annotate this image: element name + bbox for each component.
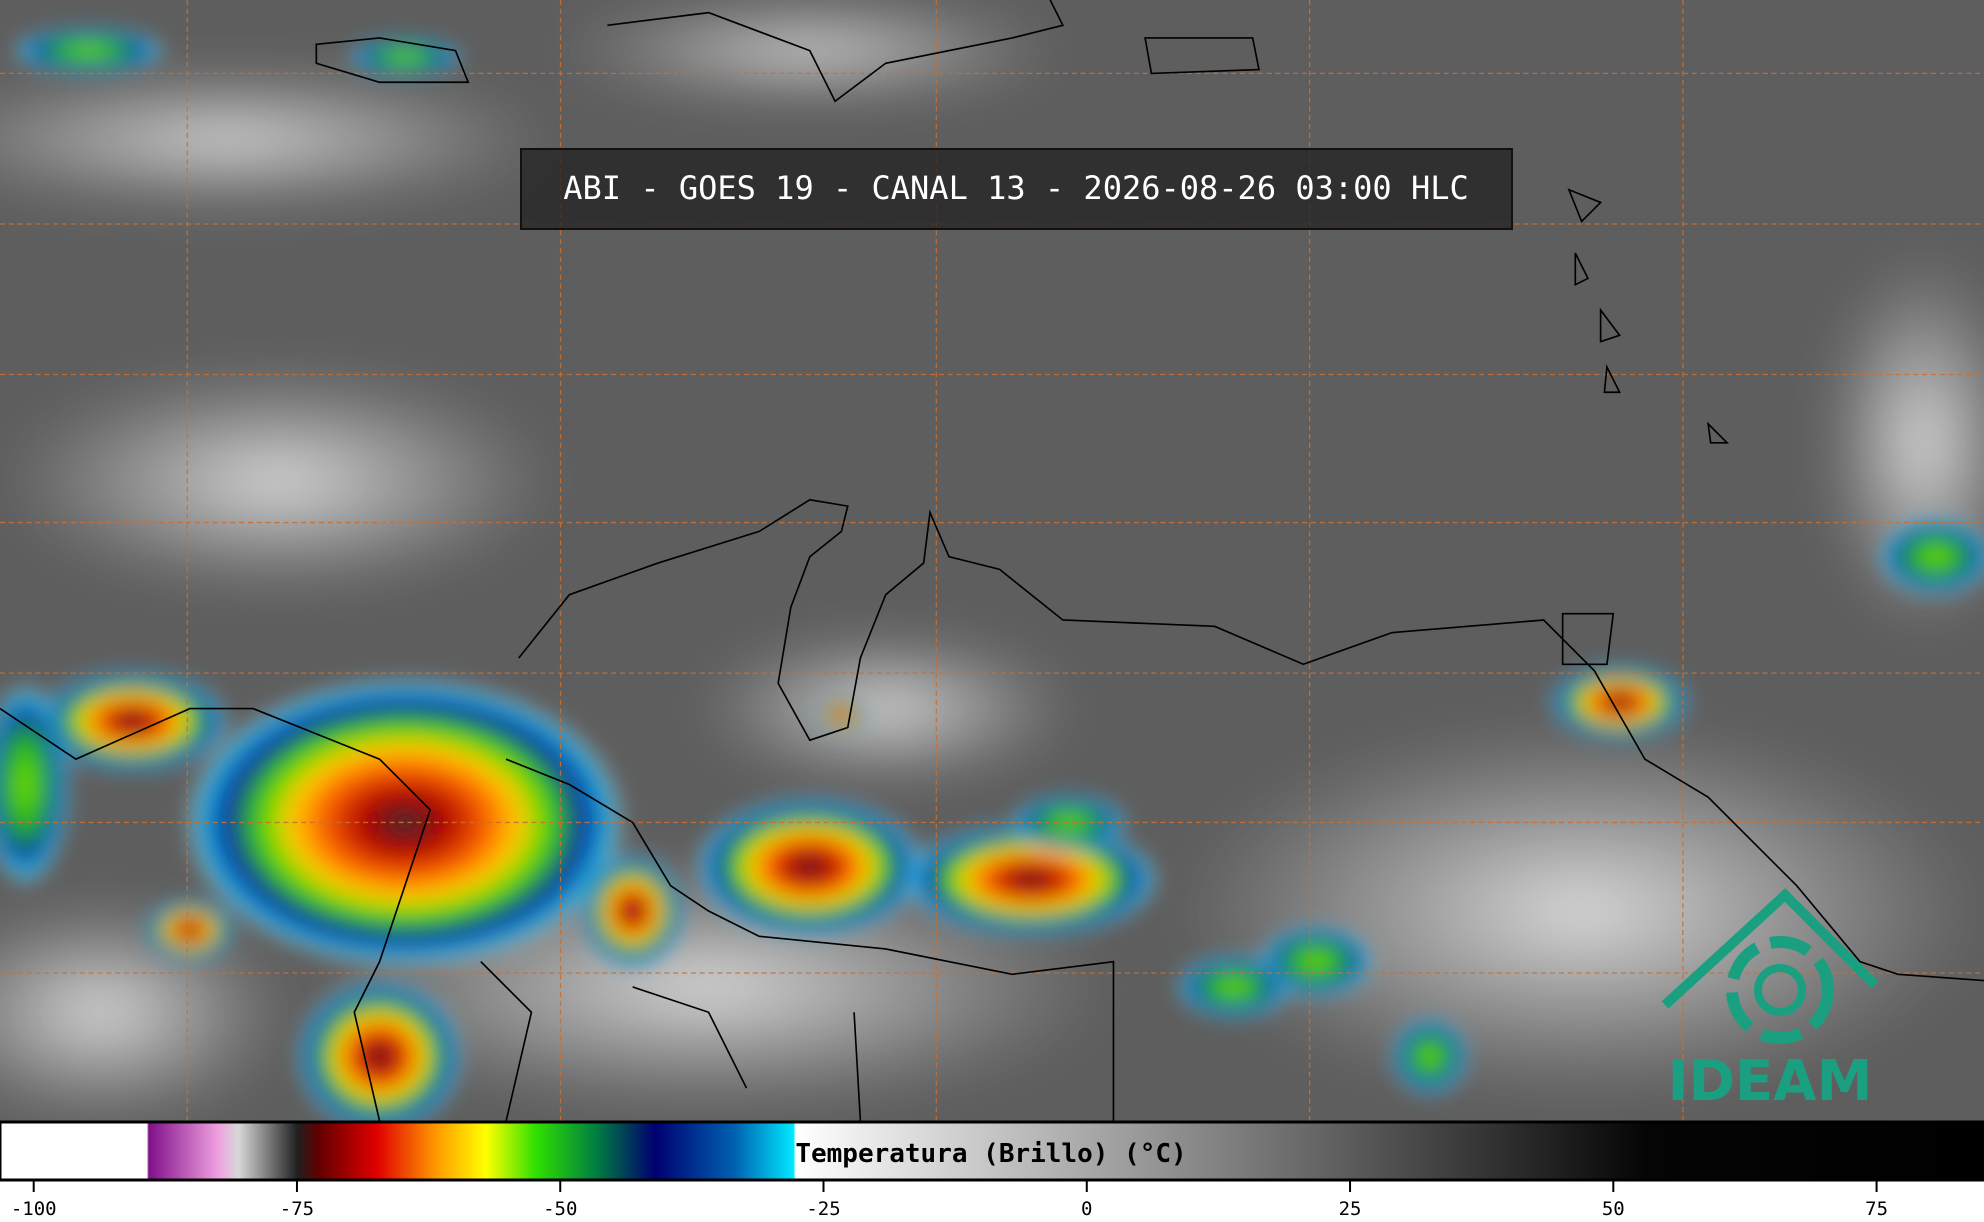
logo-eye [1754, 964, 1806, 1016]
logo-roof [1661, 888, 1879, 1009]
tick-label: -25 [806, 1198, 840, 1220]
logo-swirl [1726, 936, 1834, 1044]
tick-label: 50 [1602, 1198, 1625, 1220]
tick-label: 0 [1081, 1198, 1092, 1220]
tick-label: -50 [543, 1198, 577, 1220]
tick-label: -75 [280, 1198, 314, 1220]
tick-label: 75 [1865, 1198, 1888, 1220]
tick-label: -100 [11, 1198, 57, 1220]
title: ABI - GOES 19 - CANAL 13 - 2026-08-26 03… [563, 169, 1468, 207]
logo: IDEAM [1661, 888, 1879, 1114]
title-box [520, 148, 1513, 230]
colorbar-label: Temperatura (Brillo) (°C) [795, 1139, 1186, 1169]
colorbar-ticks: -100 -75 -50 -25 0 25 50 75 [11, 1180, 1888, 1220]
colorbar [0, 1120, 1984, 1182]
tick-label: 25 [1339, 1198, 1362, 1220]
coastlines [0, 0, 1984, 1122]
logo-text: IDEAM [1668, 1049, 1873, 1114]
